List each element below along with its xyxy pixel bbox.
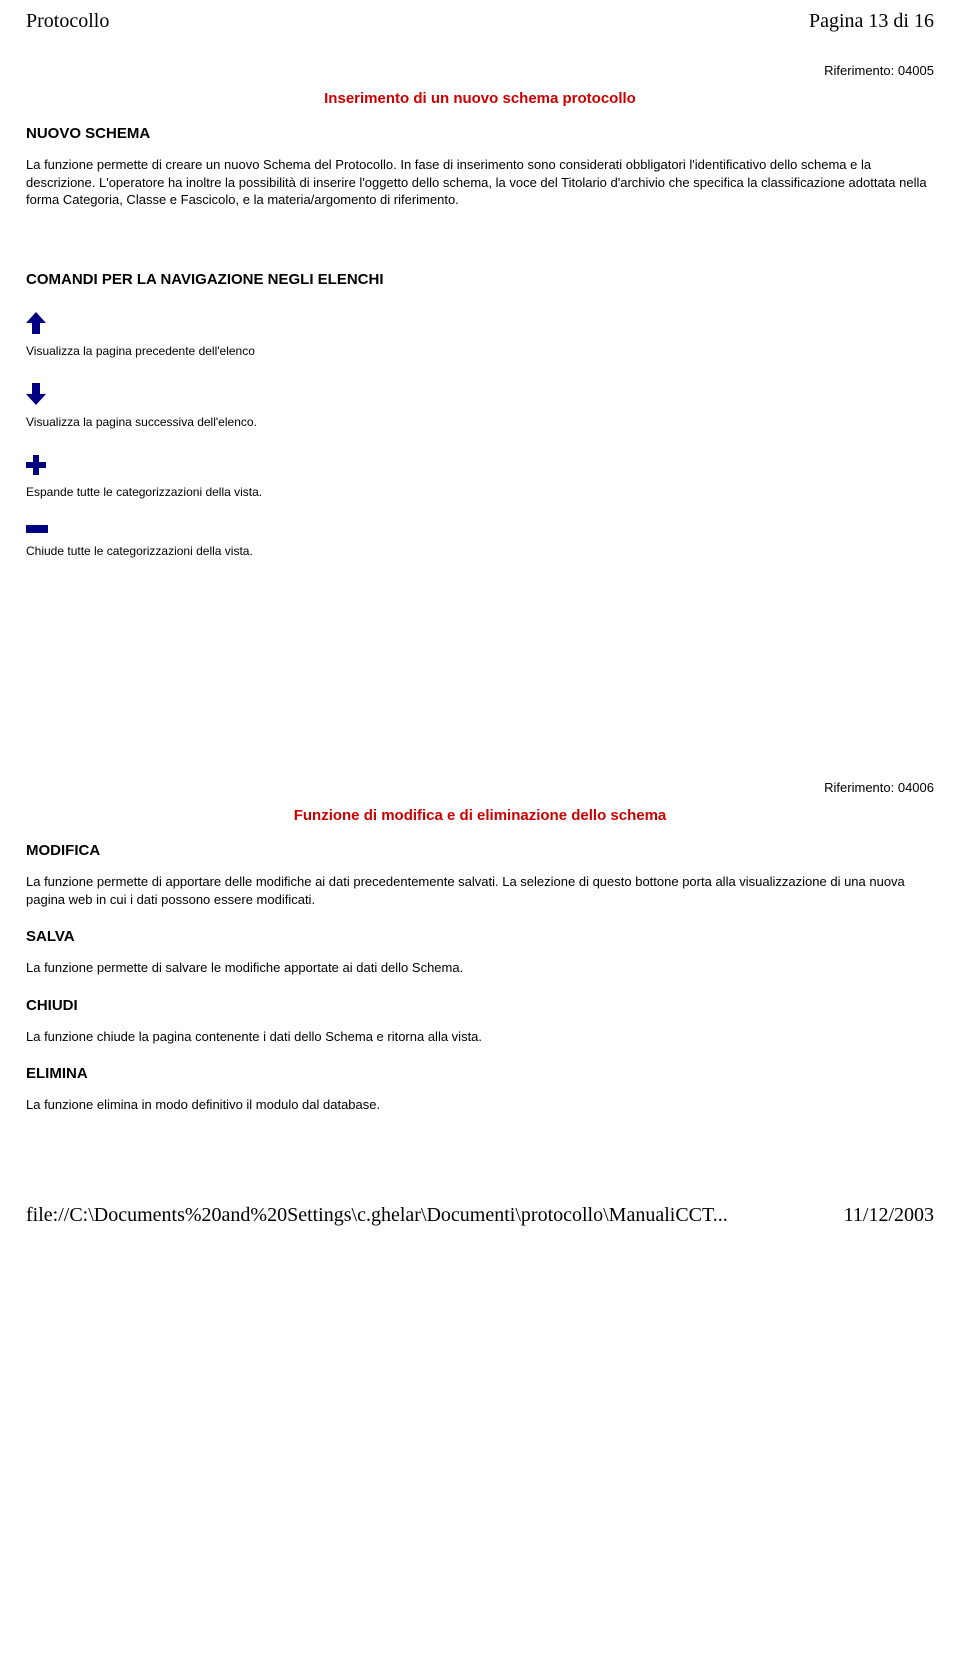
paragraph-elimina: La funzione elimina in modo definitivo i… [26,1096,934,1114]
heading-nuovo-schema: NUOVO SCHEMA [26,125,934,142]
arrow-up-icon [26,312,934,334]
paragraph-modifica: La funzione permette di apportare delle … [26,873,934,908]
text-expand: Espande tutte le categorizzazioni della … [26,485,934,501]
minus-icon [26,524,934,534]
footer-date: 11/12/2003 [844,1204,934,1227]
heading-salva: SALVA [26,928,934,945]
reference-04005: Riferimento: 04005 [26,63,934,78]
footer-path: file://C:\Documents%20and%20Settings\c.g… [26,1204,728,1227]
reference-04006: Riferimento: 04006 [26,780,934,795]
text-prev-page: Visualizza la pagina precedente dell'ele… [26,344,934,360]
text-collapse: Chiude tutte le categorizzazioni della v… [26,544,934,560]
heading-chiudi: CHIUDI [26,997,934,1014]
heading-modifica: MODIFICA [26,842,934,859]
paragraph-chiudi: La funzione chiude la pagina contenente … [26,1028,934,1046]
title-funzione-modifica: Funzione di modifica e di eliminazione d… [26,807,934,824]
header-right: Pagina 13 di 16 [809,10,934,33]
paragraph-salva: La funzione permette di salvare le modif… [26,959,934,977]
plus-icon [26,455,934,475]
title-inserimento: Inserimento di un nuovo schema protocoll… [26,90,934,107]
text-next-page: Visualizza la pagina successiva dell'ele… [26,415,934,431]
header-left: Protocollo [26,10,109,33]
paragraph-nuovo-schema: La funzione permette di creare un nuovo … [26,156,934,209]
heading-elimina: ELIMINA [26,1065,934,1082]
arrow-down-icon [26,383,934,405]
heading-comandi-nav: COMANDI PER LA NAVIGAZIONE NEGLI ELENCHI [26,271,934,288]
